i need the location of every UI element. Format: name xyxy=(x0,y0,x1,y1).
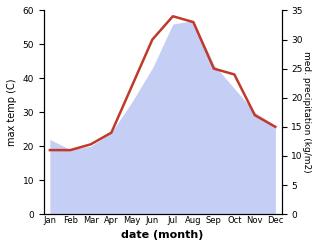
Y-axis label: max temp (C): max temp (C) xyxy=(7,79,17,146)
Y-axis label: med. precipitation (kg/m2): med. precipitation (kg/m2) xyxy=(302,51,311,173)
X-axis label: date (month): date (month) xyxy=(121,230,204,240)
